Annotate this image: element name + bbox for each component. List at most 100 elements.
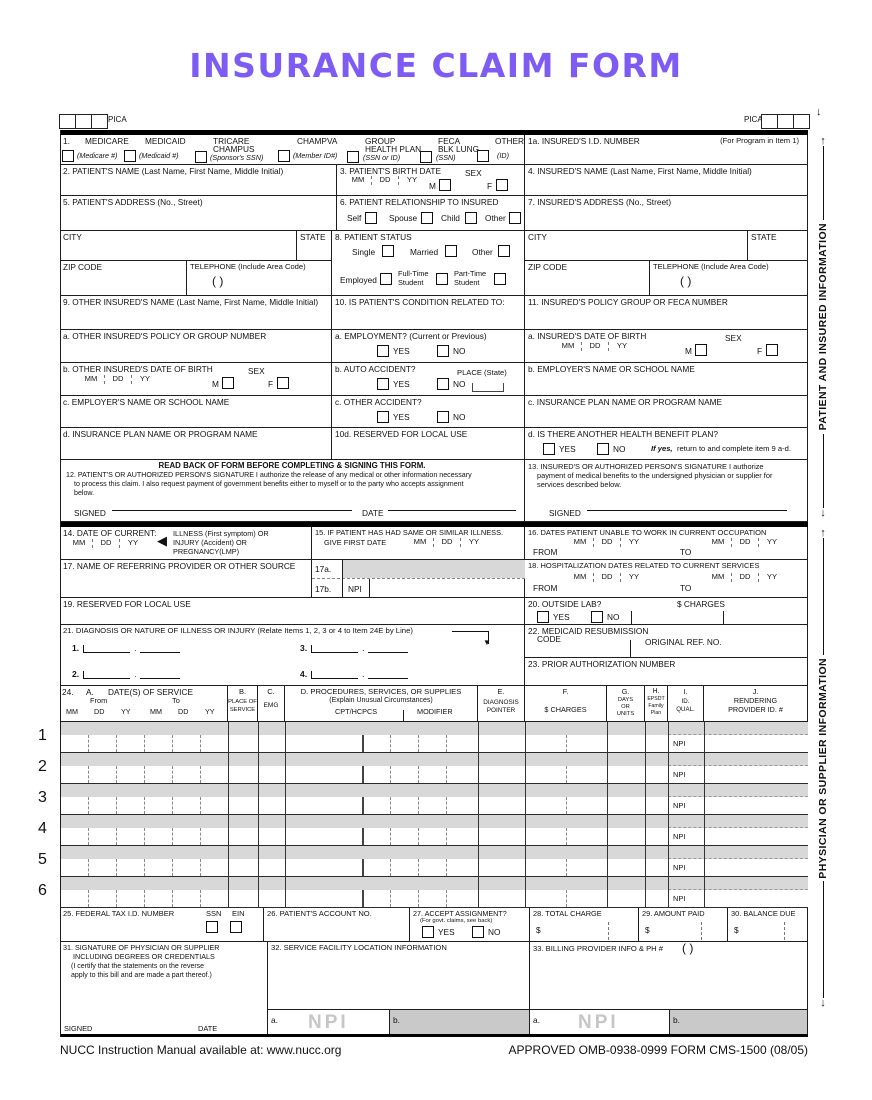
insured-city-field[interactable]: CITY	[525, 231, 748, 261]
field-23-prior-authorization[interactable]: 23. PRIOR AUTHORIZATION NUMBER	[525, 658, 808, 686]
auto-accident-yes-checkbox[interactable]	[377, 378, 389, 390]
pica-box[interactable]	[75, 114, 92, 129]
field-33a-npi[interactable]: a. NPI	[530, 1010, 670, 1037]
field-2-patient-name[interactable]: 2. PATIENT'S NAME (Last Name, First Name…	[60, 165, 337, 196]
field-1a-insureds-id-number[interactable]: 1a. INSURED'S I.D. NUMBER (For Program i…	[525, 135, 808, 165]
patient-signature-line[interactable]	[112, 510, 352, 511]
ssn-checkbox[interactable]	[206, 921, 218, 933]
insured-state-field[interactable]: STATE	[748, 231, 808, 261]
patient-state-field[interactable]: STATE	[297, 231, 332, 261]
field-9c-employer-name[interactable]: c. EMPLOYER'S NAME OR SCHOOL NAME	[60, 396, 332, 428]
diagnosis-2-entry[interactable]: 2..	[72, 669, 181, 679]
field-33-billing-provider[interactable]: 33. BILLING PROVIDER INFO & PH # ( )	[530, 941, 808, 1010]
field-25-federal-tax-id[interactable]: 25. FEDERAL TAX I.D. NUMBER SSN EIN	[60, 908, 264, 942]
field-10b-auto-accident[interactable]: b. AUTO ACCIDENT? PLACE (State) YES NO	[332, 363, 525, 396]
field-4-insured-name[interactable]: 4. INSURED'S NAME (Last Name, First Name…	[525, 165, 808, 196]
other-plan-checkbox[interactable]	[477, 150, 489, 162]
champva-checkbox[interactable]	[278, 150, 290, 162]
patient-signature-date-line[interactable]	[388, 510, 516, 511]
relationship-child-checkbox[interactable]	[465, 212, 477, 224]
service-line-shaded-area[interactable]	[60, 722, 808, 735]
employment-no-checkbox[interactable]	[437, 345, 449, 357]
field-12-patient-signature[interactable]: READ BACK OF FORM BEFORE COMPLETING & SI…	[60, 460, 525, 522]
field-32a-npi[interactable]: a. NPI	[268, 1010, 390, 1037]
field-3-patient-birth-date[interactable]: 3. PATIENT'S BIRTH DATE MM DD YY SEX M F	[337, 165, 525, 196]
pica-box[interactable]	[761, 114, 778, 129]
field-9b-female-checkbox[interactable]	[277, 377, 289, 389]
field-9a-other-insured-policy[interactable]: a. OTHER INSURED'S POLICY OR GROUP NUMBE…	[60, 330, 332, 363]
medicaid-checkbox[interactable]	[124, 150, 136, 162]
relationship-self-checkbox[interactable]	[365, 212, 377, 224]
field-1-coverage-type[interactable]: 1. MEDICARE (Medicare #) MEDICAID (Medic…	[60, 135, 525, 165]
outside-lab-no-checkbox[interactable]	[591, 611, 603, 623]
patient-zip-field[interactable]: ZIP CODE	[60, 261, 187, 296]
accept-assignment-no-checkbox[interactable]	[472, 926, 484, 938]
service-line-row[interactable]: 2 NPI	[38, 753, 808, 784]
status-single-checkbox[interactable]	[382, 245, 394, 257]
pica-box[interactable]	[793, 114, 810, 129]
field-17ab-provider-ids[interactable]: 17a. 17b. NPI	[312, 560, 525, 598]
field-10c-other-accident[interactable]: c. OTHER ACCIDENT? YES NO	[332, 396, 525, 428]
other-accident-no-checkbox[interactable]	[437, 411, 449, 423]
field-14-date-of-current[interactable]: 14. DATE OF CURRENT: MM DD YY ◀ ILLNESS (F…	[60, 527, 312, 560]
status-parttime-checkbox[interactable]	[494, 273, 506, 285]
another-plan-yes-checkbox[interactable]	[543, 443, 555, 455]
relationship-spouse-checkbox[interactable]	[421, 212, 433, 224]
field-9b-male-checkbox[interactable]	[222, 377, 234, 389]
field-8-patient-status[interactable]: 8. PATIENT STATUS Single Married Other E…	[332, 231, 525, 296]
feca-checkbox[interactable]	[420, 151, 432, 163]
pica-box[interactable]	[59, 114, 76, 129]
field-6-patient-relationship[interactable]: 6. PATIENT RELATIONSHIP TO INSURED Self …	[337, 196, 525, 231]
field-10-condition-related[interactable]: 10. IS PATIENT'S CONDITION RELATED TO:	[332, 296, 525, 330]
field-27-accept-assignment[interactable]: 27. ACCEPT ASSIGNMENT? (For govt. claims…	[410, 908, 530, 942]
auto-accident-no-checkbox[interactable]	[437, 378, 449, 390]
service-line-row[interactable]: 4 NPI	[38, 815, 808, 846]
relationship-other-checkbox[interactable]	[509, 212, 521, 224]
accept-assignment-yes-checkbox[interactable]	[422, 926, 434, 938]
another-plan-no-checkbox[interactable]	[597, 443, 609, 455]
group-health-plan-checkbox[interactable]	[347, 151, 359, 163]
service-line-row[interactable]: 3 NPI	[38, 784, 808, 815]
field-19-reserved-local-use[interactable]: 19. RESERVED FOR LOCAL USE	[60, 598, 525, 625]
pica-boxes-right[interactable]	[761, 114, 810, 129]
patient-city-field[interactable]: CITY	[60, 231, 297, 261]
place-state-input-box[interactable]	[472, 383, 504, 392]
field-17a-gray-area[interactable]	[342, 560, 525, 578]
field-5-patient-address[interactable]: 5. PATIENT'S ADDRESS (No., Street)	[60, 196, 337, 231]
service-line-shaded-area[interactable]	[60, 877, 808, 890]
field-10a-employment[interactable]: a. EMPLOYMENT? (Current or Previous) YES…	[332, 330, 525, 363]
outside-lab-yes-checkbox[interactable]	[537, 611, 549, 623]
pica-box[interactable]	[91, 114, 108, 129]
field-18-hospitalization-dates[interactable]: 18. HOSPITALIZATION DATES RELATED TO CUR…	[525, 560, 808, 598]
ein-checkbox[interactable]	[230, 921, 242, 933]
field-32b[interactable]: b.	[390, 1010, 530, 1037]
status-married-checkbox[interactable]	[445, 245, 457, 257]
field-17-referring-provider[interactable]: 17. NAME OF REFERRING PROVIDER OR OTHER …	[60, 560, 312, 598]
field-11-policy-group[interactable]: 11. INSURED'S POLICY GROUP OR FECA NUMBE…	[525, 296, 808, 330]
field-28-total-charge[interactable]: 28. TOTAL CHARGE $	[530, 908, 639, 942]
field-21-diagnosis[interactable]: 21. DIAGNOSIS OR NATURE OF ILLNESS OR IN…	[60, 625, 525, 686]
insured-zip-field[interactable]: ZIP CODE	[525, 261, 650, 296]
diagnosis-1-entry[interactable]: 1..	[72, 643, 181, 653]
medicare-checkbox[interactable]	[62, 150, 74, 162]
field-9d-insurance-plan[interactable]: d. INSURANCE PLAN NAME OR PROGRAM NAME	[60, 428, 332, 460]
field-32-service-facility[interactable]: 32. SERVICE FACILITY LOCATION INFORMATIO…	[268, 942, 530, 1010]
field-29-amount-paid[interactable]: 29. AMOUNT PAID $	[639, 908, 728, 942]
status-employed-checkbox[interactable]	[380, 273, 392, 285]
field-33b[interactable]: b.	[670, 1010, 808, 1037]
field-11c-insurance-plan[interactable]: c. INSURANCE PLAN NAME OR PROGRAM NAME	[525, 396, 808, 428]
field-9b-other-insured-dob[interactable]: b. OTHER INSURED'S DATE OF BIRTH MM DD YY …	[60, 363, 332, 396]
tricare-checkbox[interactable]	[195, 151, 207, 163]
diagnosis-4-entry[interactable]: 4..	[300, 669, 409, 679]
diagnosis-3-entry[interactable]: 3..	[300, 643, 409, 653]
status-other-checkbox[interactable]	[498, 245, 510, 257]
patient-telephone-field[interactable]: TELEPHONE (Include Area Code) ( )	[187, 261, 332, 296]
field-3-female-checkbox[interactable]	[496, 179, 508, 191]
field-11d-another-plan[interactable]: d. IS THERE ANOTHER HEALTH BENEFIT PLAN?…	[525, 428, 808, 460]
field-31-physician-signature[interactable]: 31. SIGNATURE OF PHYSICIAN OR SUPPLIER I…	[60, 942, 268, 1037]
service-line-shaded-area[interactable]	[60, 753, 808, 766]
service-line-shaded-area[interactable]	[60, 784, 808, 797]
field-11a-female-checkbox[interactable]	[766, 344, 778, 356]
field-30-balance-due[interactable]: 30. BALANCE DUE $	[728, 908, 808, 942]
status-fulltime-checkbox[interactable]	[436, 273, 448, 285]
